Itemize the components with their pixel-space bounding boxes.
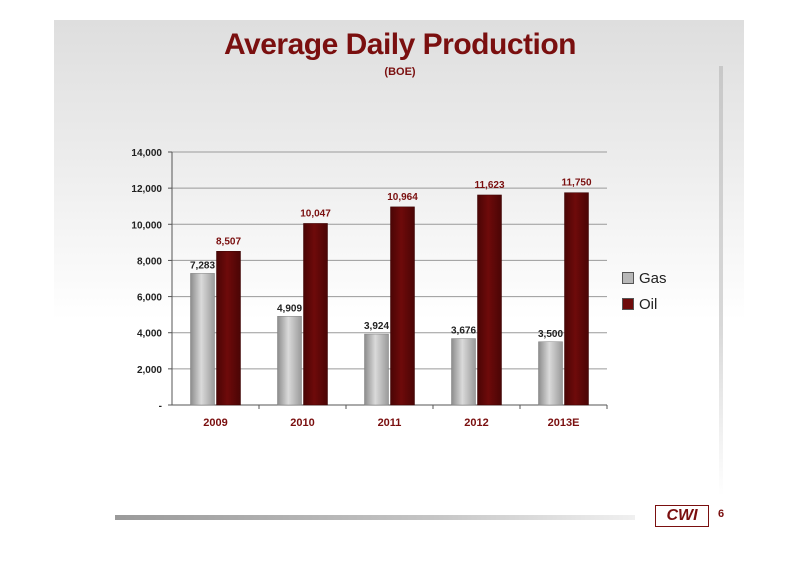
data-label-oil: 10,047 bbox=[300, 208, 331, 219]
vertical-divider bbox=[719, 66, 723, 496]
y-tick-label: 8,000 bbox=[137, 256, 162, 267]
slide-title: Average Daily Production bbox=[224, 28, 576, 61]
bar-oil bbox=[303, 223, 328, 406]
y-tick-label: 10,000 bbox=[131, 220, 162, 231]
footer-bar bbox=[115, 515, 635, 520]
data-label-oil: 11,750 bbox=[561, 178, 591, 189]
bar-oil bbox=[564, 192, 589, 406]
company-logo: CWI bbox=[655, 505, 709, 527]
y-tick-label: 2,000 bbox=[137, 365, 162, 376]
data-label-gas: 3,924 bbox=[364, 321, 389, 332]
x-tick-label: 2009 bbox=[203, 417, 227, 429]
data-label-gas: 7,283 bbox=[190, 260, 215, 271]
x-tick-label: 2012 bbox=[464, 417, 488, 429]
data-label-gas: 3,500 bbox=[538, 329, 563, 340]
legend-item-gas: Gas bbox=[622, 265, 667, 291]
bar-gas bbox=[364, 333, 389, 406]
legend-label-gas: Gas bbox=[639, 269, 667, 287]
data-label-gas: 3,676 bbox=[451, 326, 476, 337]
y-tick-label: - bbox=[159, 401, 162, 412]
bar-gas bbox=[190, 273, 215, 406]
data-label-oil: 8,507 bbox=[216, 236, 241, 247]
gas-swatch-icon bbox=[622, 272, 634, 284]
bar-gas bbox=[451, 338, 476, 406]
x-tick-label: 2011 bbox=[378, 417, 402, 429]
bar-gas bbox=[277, 316, 302, 406]
y-tick-label: 4,000 bbox=[137, 329, 162, 340]
y-tick-label: 6,000 bbox=[137, 293, 162, 304]
y-tick-label: 14,000 bbox=[131, 148, 162, 159]
bar-gas bbox=[538, 341, 563, 406]
bar-oil bbox=[216, 251, 241, 406]
legend-label-oil: Oil bbox=[639, 295, 658, 313]
page-number: 6 bbox=[718, 508, 725, 520]
y-tick-label: 12,000 bbox=[131, 184, 162, 195]
chart-legend: Gas Oil bbox=[622, 265, 667, 317]
data-label-oil: 10,964 bbox=[387, 192, 418, 203]
oil-swatch-icon bbox=[622, 298, 634, 310]
legend-item-oil: Oil bbox=[622, 291, 667, 317]
data-label-oil: 11,623 bbox=[474, 180, 504, 191]
x-tick-label: 2013E bbox=[548, 417, 580, 429]
bar-oil bbox=[390, 206, 415, 406]
bar-oil bbox=[477, 194, 502, 406]
slide-subtitle: (BOE) bbox=[384, 66, 416, 78]
data-label-gas: 4,909 bbox=[277, 303, 302, 314]
x-tick-label: 2010 bbox=[290, 417, 314, 429]
